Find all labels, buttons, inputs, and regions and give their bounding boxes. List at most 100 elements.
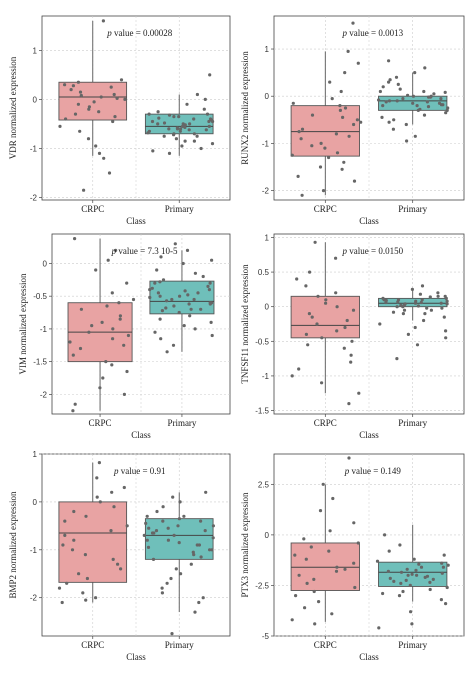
data-point — [119, 78, 124, 82]
data-point — [98, 500, 102, 504]
y-tick-label: -0.5 — [33, 292, 47, 301]
data-point — [415, 343, 420, 347]
y-tick-label: -1 — [262, 139, 270, 148]
data-point — [404, 122, 408, 127]
data-point — [399, 581, 403, 586]
data-point — [167, 113, 172, 117]
data-point — [189, 307, 193, 311]
data-point — [318, 165, 323, 169]
data-point — [210, 333, 214, 338]
data-point — [446, 563, 450, 567]
data-point — [441, 103, 445, 107]
data-point — [318, 509, 323, 513]
data-point — [63, 83, 67, 87]
data-point — [335, 565, 339, 569]
data-point — [422, 113, 427, 117]
data-point — [178, 500, 182, 504]
data-point — [195, 543, 199, 547]
data-point — [398, 543, 402, 547]
data-point — [147, 526, 151, 530]
data-point — [104, 360, 108, 364]
data-point — [72, 538, 76, 542]
data-point — [71, 353, 75, 357]
data-point — [307, 312, 311, 316]
data-point — [199, 146, 203, 151]
data-point — [207, 288, 211, 292]
data-point — [87, 330, 91, 334]
data-point — [97, 110, 101, 114]
data-point — [153, 330, 157, 334]
data-point — [172, 132, 176, 136]
data-point — [79, 307, 83, 311]
data-point — [406, 573, 410, 577]
y-tick-label: -5 — [262, 632, 270, 641]
data-point — [343, 325, 347, 330]
data-point — [349, 353, 353, 357]
data-point — [352, 561, 356, 565]
data-point — [178, 294, 182, 298]
data-point — [411, 94, 415, 98]
chart-panel-3: 0 -0.5 -1 -1.5 -2 CRPC Primary Class VIM normali… — [18, 233, 231, 440]
y-tick-label: -1 — [40, 325, 48, 334]
data-point — [151, 557, 156, 562]
data-point — [192, 553, 196, 557]
data-point — [381, 104, 385, 108]
y-tick-label: -2 — [40, 390, 48, 399]
data-point — [211, 536, 215, 540]
data-point — [94, 268, 98, 272]
data-point — [312, 577, 316, 582]
y-tick-label: 2.5 — [258, 480, 270, 489]
x-tick-label: Primary — [165, 640, 194, 650]
data-point — [296, 174, 300, 178]
data-point — [442, 553, 446, 557]
chart-panel-4: 1 0.5 0 -0.5 -1 -1.5 CRPC Primary Class TNFSF11 n… — [240, 233, 465, 440]
data-point — [197, 600, 201, 605]
data-point — [156, 291, 160, 295]
data-point — [443, 90, 447, 94]
data-point — [112, 505, 116, 509]
data-point — [414, 568, 418, 572]
data-point — [352, 122, 356, 127]
data-point — [177, 115, 181, 119]
data-point — [192, 117, 196, 121]
data-point — [86, 137, 91, 141]
data-point — [208, 281, 212, 285]
data-point — [92, 100, 96, 104]
y-tick-label: -1.5 — [33, 358, 47, 367]
data-point — [146, 545, 151, 550]
data-point — [413, 301, 418, 305]
data-point — [191, 550, 195, 554]
y-axis-label: RUNX2 normalized expression — [240, 51, 250, 165]
data-point — [160, 309, 164, 313]
data-point — [69, 88, 73, 92]
data-point — [123, 97, 127, 101]
x-axis-label: Class — [359, 652, 379, 662]
data-point — [72, 509, 76, 514]
y-tick-label: 1 — [265, 233, 270, 242]
data-point — [145, 514, 149, 518]
data-point — [207, 119, 211, 124]
data-point — [157, 116, 161, 120]
y-tick-label: 0 — [265, 303, 270, 312]
data-point — [181, 122, 185, 126]
data-point — [328, 529, 332, 533]
data-point — [148, 295, 152, 300]
data-point — [199, 555, 203, 559]
data-point — [160, 586, 164, 590]
data-point — [392, 579, 396, 584]
data-point — [444, 329, 448, 333]
y-tick-label: -0.5 — [255, 337, 269, 346]
box-primary — [144, 518, 214, 560]
data-point — [182, 514, 186, 518]
data-point — [118, 317, 122, 321]
x-axis-label: Class — [126, 652, 146, 662]
data-point — [388, 576, 392, 581]
data-point — [211, 119, 215, 124]
data-point — [76, 102, 80, 106]
data-point — [147, 129, 151, 133]
data-point — [76, 80, 80, 84]
data-point — [125, 281, 129, 285]
y-tick-label: -1 — [30, 144, 38, 153]
data-point — [330, 612, 334, 616]
